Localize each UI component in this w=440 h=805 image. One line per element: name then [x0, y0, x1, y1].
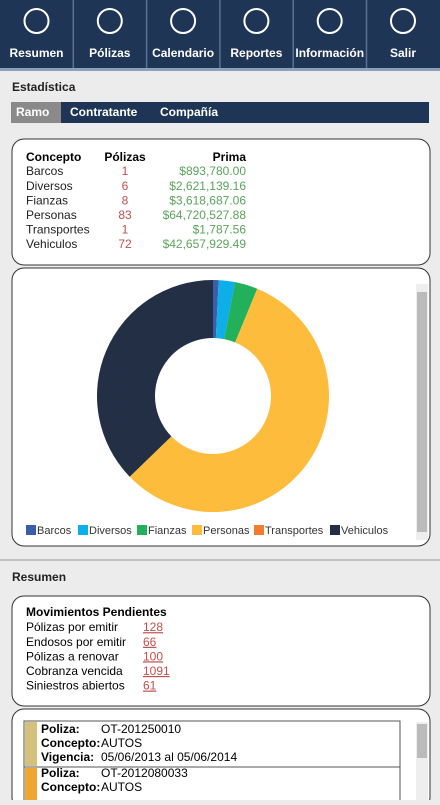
pending-label: Pólizas por emitir	[26, 620, 118, 634]
nav-icon	[96, 8, 123, 34]
table-cell: Fianzas	[26, 193, 68, 207]
legend-swatch	[137, 525, 147, 535]
table-cell: Vehiculos	[26, 237, 77, 251]
legend-label: Fianzas	[148, 525, 187, 537]
pending-label: Endosos por emitir	[26, 635, 126, 649]
table-cell: 72	[118, 237, 132, 251]
policy-value: 05/06/2013 al 05/06/2014	[101, 750, 237, 764]
nav-label[interactable]: Resumen	[9, 46, 63, 60]
legend-label: Personas	[203, 525, 250, 537]
donut-slice	[129, 436, 172, 477]
scroll-thumb	[417, 724, 427, 758]
pending-label: Cobranza vencida	[26, 664, 123, 678]
table-cell: $2,621,139.16	[169, 179, 246, 193]
table-cell: $3,618,687.06	[169, 193, 246, 207]
donut-slice	[97, 280, 213, 477]
table-cell: Personas	[26, 208, 77, 222]
legend-label: Transportes	[265, 525, 324, 537]
policy-label: Poliza:	[41, 722, 80, 736]
policy-value: OT-2012080033	[101, 766, 188, 780]
pending-label: Siniestros abiertos	[26, 679, 125, 693]
nav-label[interactable]: Salir	[390, 46, 416, 60]
policy-value: OT-201250010	[101, 722, 181, 736]
policy-label: Concepto:	[41, 780, 100, 794]
policy-bar	[25, 722, 37, 766]
tab-bar	[11, 102, 429, 123]
table-cell: 1	[122, 164, 129, 178]
nav-icon	[390, 8, 416, 34]
table-cell: Diversos	[26, 179, 73, 193]
section-title: Estadística	[12, 80, 76, 94]
table-cell: 83	[118, 208, 132, 222]
policy-label: Poliza:	[41, 766, 80, 780]
pending-link[interactable]: 1091	[143, 664, 170, 678]
policy-value: AUTOS	[101, 736, 142, 750]
table-cell: $893,780.00	[179, 164, 246, 178]
legend-label: Vehiculos	[341, 525, 389, 537]
pending-card	[11, 595, 431, 707]
pending-link[interactable]: 66	[143, 635, 157, 649]
table-cell: 8	[122, 193, 129, 207]
table-cell: 6	[122, 179, 129, 193]
legend-swatch	[192, 525, 202, 535]
nav-icon	[243, 8, 270, 34]
policy-box	[23, 720, 401, 768]
table-cell: Barcos	[26, 164, 63, 178]
donut-slice	[224, 282, 258, 343]
policy-box	[23, 766, 401, 805]
nav-border	[0, 68, 440, 71]
nav-label[interactable]: Reportes	[230, 46, 282, 60]
table-card	[11, 138, 431, 266]
table-header: Prima	[213, 150, 247, 164]
table-cell: $64,720,527.88	[163, 208, 247, 222]
pending-link[interactable]: 100	[143, 649, 163, 663]
tab[interactable]: Ramo	[16, 105, 49, 119]
pending-link[interactable]: 128	[143, 620, 163, 634]
pending-link[interactable]: 61	[143, 679, 157, 693]
table-header: Pólizas	[104, 150, 146, 164]
policy-label: Concepto:	[41, 736, 100, 750]
legend-swatch	[26, 525, 36, 535]
legend-label: Barcos	[37, 525, 72, 537]
policy-value: AUTOS	[101, 780, 142, 794]
table-cell: $42,657,929.49	[163, 237, 247, 251]
donut-slice	[129, 288, 330, 513]
table-header: Concepto	[26, 150, 81, 164]
card-title: Movimientos Pendientes	[26, 605, 167, 619]
tab-active	[11, 102, 61, 123]
nav-label[interactable]: Calendario	[152, 46, 214, 60]
nav-label[interactable]: Pólizas	[89, 46, 131, 60]
policy-bar	[25, 768, 37, 805]
section-title: Resumen	[12, 570, 66, 584]
legend-swatch	[330, 525, 340, 535]
table-cell: Transportes	[26, 223, 90, 237]
table-cell: $1,787.56	[193, 223, 247, 237]
legend-swatch	[78, 525, 88, 535]
nav-label[interactable]: Información	[295, 46, 364, 60]
donut-slice	[213, 280, 219, 339]
tab[interactable]: Contratante	[70, 105, 138, 119]
pending-label: Pólizas a renovar	[26, 649, 119, 663]
nav-icon	[23, 8, 50, 34]
donut-slice	[215, 280, 236, 340]
legend-swatch	[254, 525, 264, 535]
nav-icon	[170, 8, 197, 34]
scroll-thumb	[417, 292, 427, 532]
legend-label: Diversos	[89, 525, 132, 537]
tab[interactable]: Compañía	[160, 105, 218, 119]
table-cell: 1	[122, 223, 129, 237]
policy-label: Vigencia:	[41, 750, 94, 764]
nav-icon	[316, 8, 343, 34]
